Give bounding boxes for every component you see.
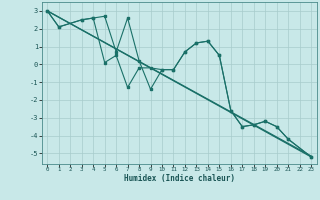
X-axis label: Humidex (Indice chaleur): Humidex (Indice chaleur) bbox=[124, 174, 235, 183]
